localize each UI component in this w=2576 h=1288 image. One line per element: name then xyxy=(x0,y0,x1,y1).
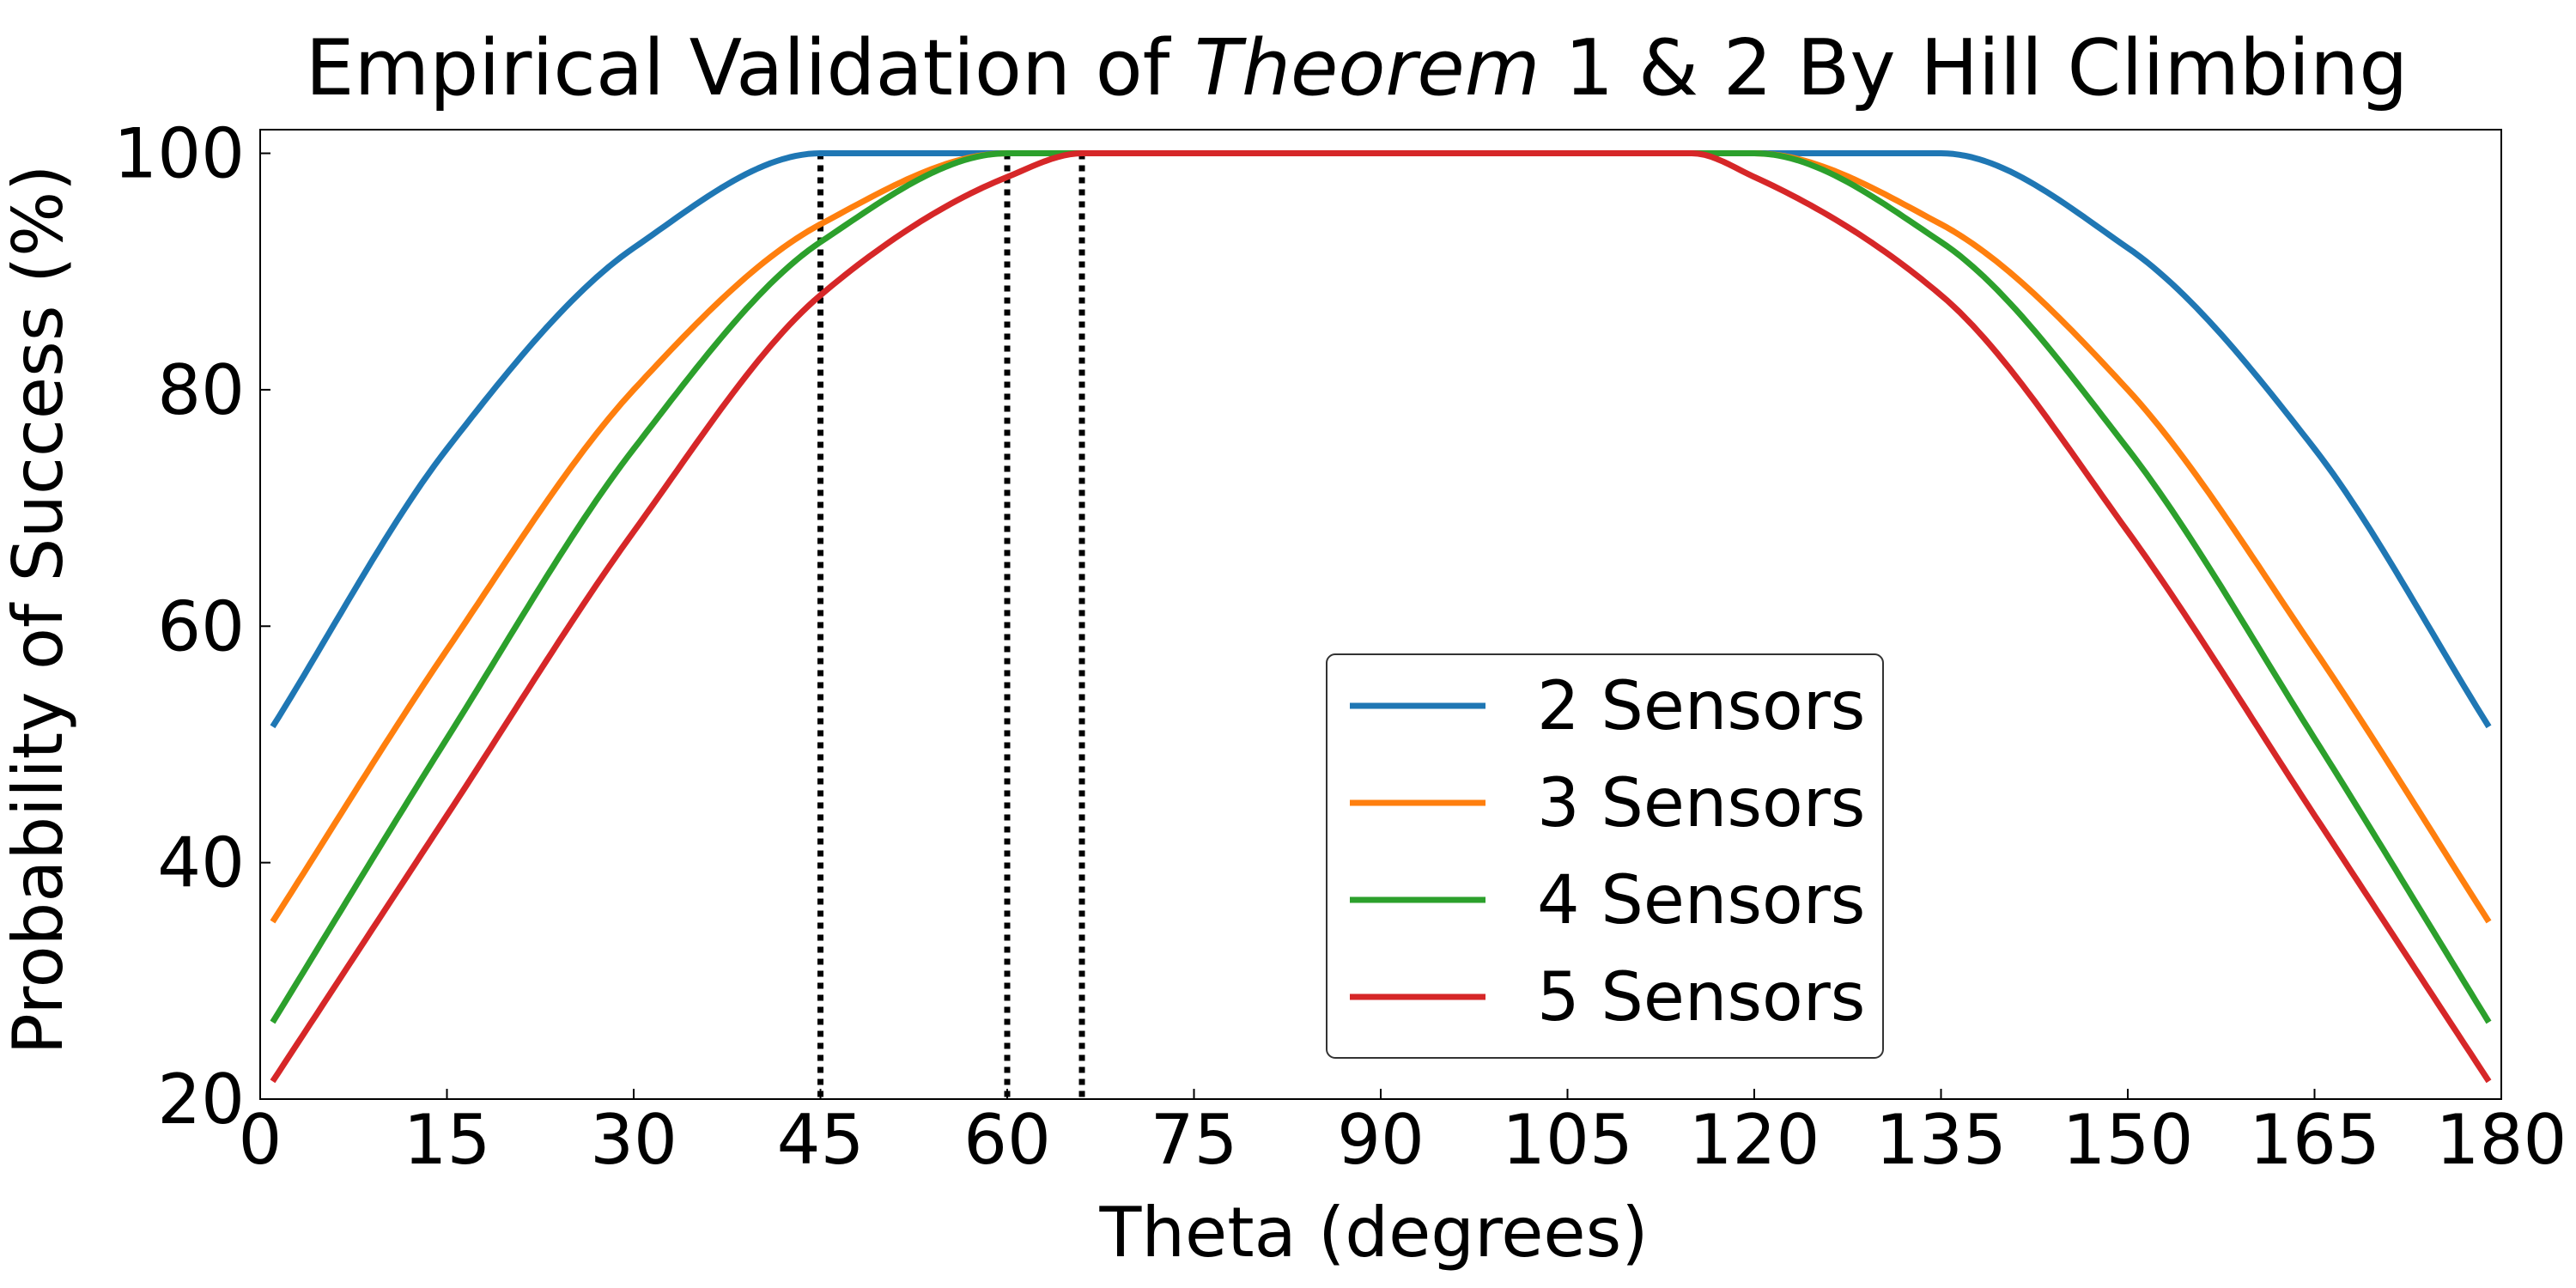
y-tick-label: 100 xyxy=(113,114,245,194)
x-tick-label: 75 xyxy=(1151,1100,1238,1180)
legend: 2 Sensors 3 Sensors 4 Sensors 5 Sensors xyxy=(1326,653,1884,1059)
x-tick-label: 105 xyxy=(1502,1100,1633,1180)
legend-label: 3 Sensors xyxy=(1537,765,1865,842)
legend-label: 5 Sensors xyxy=(1537,959,1865,1036)
x-tick-label: 30 xyxy=(590,1100,677,1180)
y-tick-label: 60 xyxy=(157,586,245,666)
x-tick-label: 15 xyxy=(404,1100,491,1180)
chart-title-part-2: 1 & 2 By Hill Climbing xyxy=(1540,23,2408,113)
series-line-2-sensors xyxy=(270,150,2492,729)
y-tick-label: 20 xyxy=(157,1060,245,1139)
y-tick-label: 80 xyxy=(157,350,245,430)
x-tick-label: 90 xyxy=(1337,1100,1425,1180)
y-tick-label: 40 xyxy=(157,823,245,903)
chart-title-italic: Theorem xyxy=(1194,23,1540,113)
x-tick-label: 60 xyxy=(963,1100,1051,1180)
legend-label: 2 Sensors xyxy=(1537,668,1865,745)
plot-area: 0 15 30 45 60 75 90 105 120 135 150 165 180 20 40 60 80 1… xyxy=(113,114,2567,1180)
legend-box xyxy=(1326,653,1884,1059)
x-tick-label: 165 xyxy=(2249,1100,2380,1180)
x-tick-label: 120 xyxy=(1689,1100,1820,1180)
chart-title-part-1: Empirical Validation of xyxy=(306,23,1194,113)
chart-title: Empirical Validation of Theorem 1 & 2 By… xyxy=(306,23,2409,113)
x-tick-label: 150 xyxy=(2063,1100,2194,1180)
x-tick-label: 45 xyxy=(777,1100,865,1180)
series-line-5-sensors xyxy=(270,150,2492,1084)
x-axis-label: Theta (degrees) xyxy=(1098,1193,1648,1273)
x-tick-label: 135 xyxy=(1875,1100,2007,1180)
x-tick-label: 180 xyxy=(2436,1100,2567,1180)
x-tick-label: 0 xyxy=(239,1100,283,1180)
y-axis-label: Probability of Success (%) xyxy=(0,165,78,1055)
legend-label: 4 Sensors xyxy=(1537,862,1865,939)
